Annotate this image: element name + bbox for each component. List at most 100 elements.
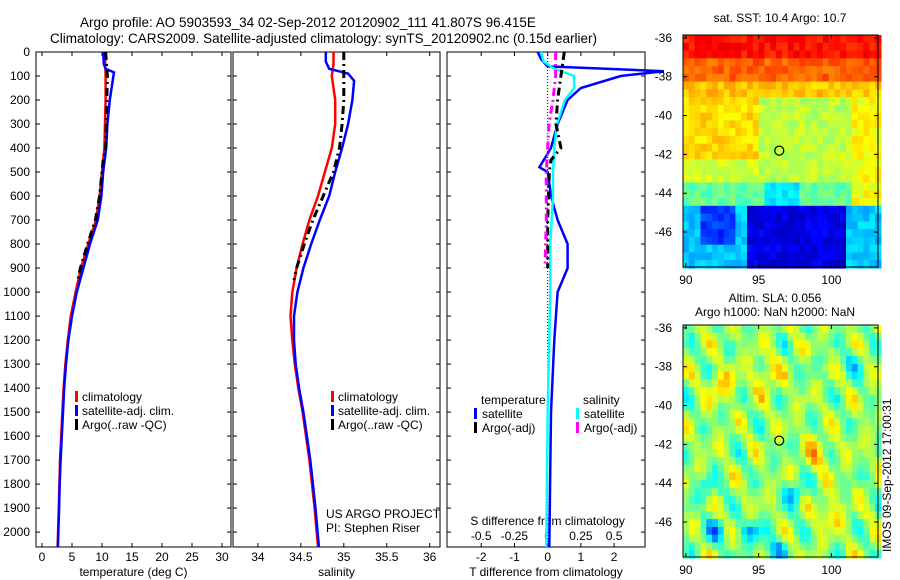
- map-cell: [764, 418, 771, 427]
- legend-header: temperature: [481, 393, 546, 407]
- legend-swatch: [75, 391, 78, 402]
- map-cell: [805, 229, 812, 238]
- map-cell: [717, 534, 725, 544]
- map-cell: [747, 159, 754, 168]
- map-cell: [846, 120, 853, 129]
- map-cell: [776, 252, 783, 261]
- map-cell: [834, 379, 841, 388]
- map-cell: [688, 89, 696, 98]
- map-cell: [805, 167, 812, 176]
- map-cell: [857, 402, 864, 412]
- map-cell: [764, 167, 771, 176]
- map-cell: [828, 371, 835, 380]
- map-cell: [799, 97, 806, 106]
- map-cell: [688, 50, 696, 59]
- map-cell: [700, 526, 707, 536]
- map-cell: [717, 441, 725, 450]
- map-cell: [782, 50, 789, 59]
- map-cell: [706, 112, 713, 122]
- map-cell: [729, 143, 736, 153]
- map-cell: [857, 488, 864, 497]
- map-cell: [828, 356, 835, 365]
- map-cell: [683, 356, 690, 365]
- map-cell: [834, 488, 841, 497]
- map-cell: [683, 229, 690, 238]
- map-cell: [816, 120, 824, 129]
- map-cell: [776, 136, 783, 145]
- map-cell: [857, 511, 864, 520]
- map-cell: [723, 97, 731, 106]
- map-cell: [828, 89, 835, 98]
- map-cell: [816, 89, 824, 98]
- map-cell: [758, 50, 766, 59]
- map-cell: [816, 128, 824, 137]
- map-cell: [752, 128, 760, 137]
- map-cell: [846, 542, 853, 551]
- map-cell: [776, 190, 783, 199]
- map-cell: [712, 252, 719, 261]
- map-cell: [846, 526, 853, 536]
- map-cell: [857, 252, 864, 261]
- map-cell: [857, 363, 864, 373]
- map-title: Altim. SLA: 0.056: [729, 291, 822, 305]
- x-tick-label: 0: [39, 550, 46, 564]
- map-cell: [805, 387, 812, 396]
- map-cell: [717, 457, 725, 466]
- map-cell: [717, 221, 725, 230]
- map-cell: [851, 89, 859, 98]
- map-cell: [747, 511, 754, 520]
- map-cell: [857, 495, 864, 505]
- map-cell: [846, 348, 853, 357]
- y-tick-label: 1800: [3, 477, 30, 491]
- x-tick-label: 34: [251, 550, 265, 564]
- map-cell: [770, 104, 777, 114]
- map-cell: [712, 325, 719, 334]
- map-cell: [712, 387, 719, 396]
- map-cell: [805, 433, 812, 443]
- map-cell: [747, 136, 754, 145]
- map-cell: [787, 182, 795, 191]
- map-cell: [741, 229, 748, 238]
- map-cell: [688, 42, 696, 52]
- legend-label: Argo(-adj): [482, 421, 535, 435]
- map-cell: [782, 340, 789, 349]
- map-cell: [869, 371, 876, 380]
- map-cell: [799, 120, 806, 129]
- map-cell: [863, 50, 870, 59]
- map-cell: [857, 457, 864, 466]
- map-cell: [793, 379, 800, 388]
- map-cell: [834, 112, 841, 122]
- map-cell: [834, 457, 841, 466]
- map-cell: [799, 35, 806, 44]
- map-cell: [747, 550, 754, 559]
- map-cell: [717, 332, 725, 342]
- map-cell: [688, 379, 696, 388]
- map-cell: [712, 340, 719, 349]
- map-cell: [822, 244, 830, 254]
- map-cell: [752, 112, 760, 122]
- map-cell: [793, 89, 800, 98]
- map-cell: [857, 143, 864, 153]
- map-cell: [799, 73, 806, 83]
- map-cell: [834, 190, 841, 199]
- map-cell: [741, 213, 748, 222]
- map-cell: [712, 379, 719, 388]
- map-cell: [863, 198, 870, 207]
- map-cell: [805, 526, 812, 536]
- map-cell: [729, 198, 736, 207]
- map-cell: [683, 519, 690, 528]
- map-cell: [846, 457, 853, 466]
- map-cell: [764, 542, 771, 551]
- map-cell: [723, 410, 731, 419]
- map-cell: [840, 457, 847, 466]
- map-cell: [805, 42, 812, 52]
- map-cell: [857, 174, 864, 184]
- map-cell: [694, 50, 701, 59]
- map-cell: [770, 260, 777, 269]
- map-cell: [706, 58, 713, 67]
- map-cell: [694, 379, 701, 388]
- map-cell: [828, 394, 835, 404]
- map-cell: [828, 526, 835, 536]
- map-cell: [776, 159, 783, 168]
- map-cell: [851, 464, 859, 474]
